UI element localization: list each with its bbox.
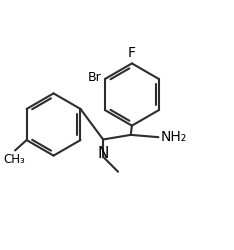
Text: Br: Br [88,70,102,84]
Text: N: N [97,146,109,160]
Text: F: F [128,46,136,60]
Text: CH₃: CH₃ [3,152,25,165]
Text: NH₂: NH₂ [161,130,187,143]
